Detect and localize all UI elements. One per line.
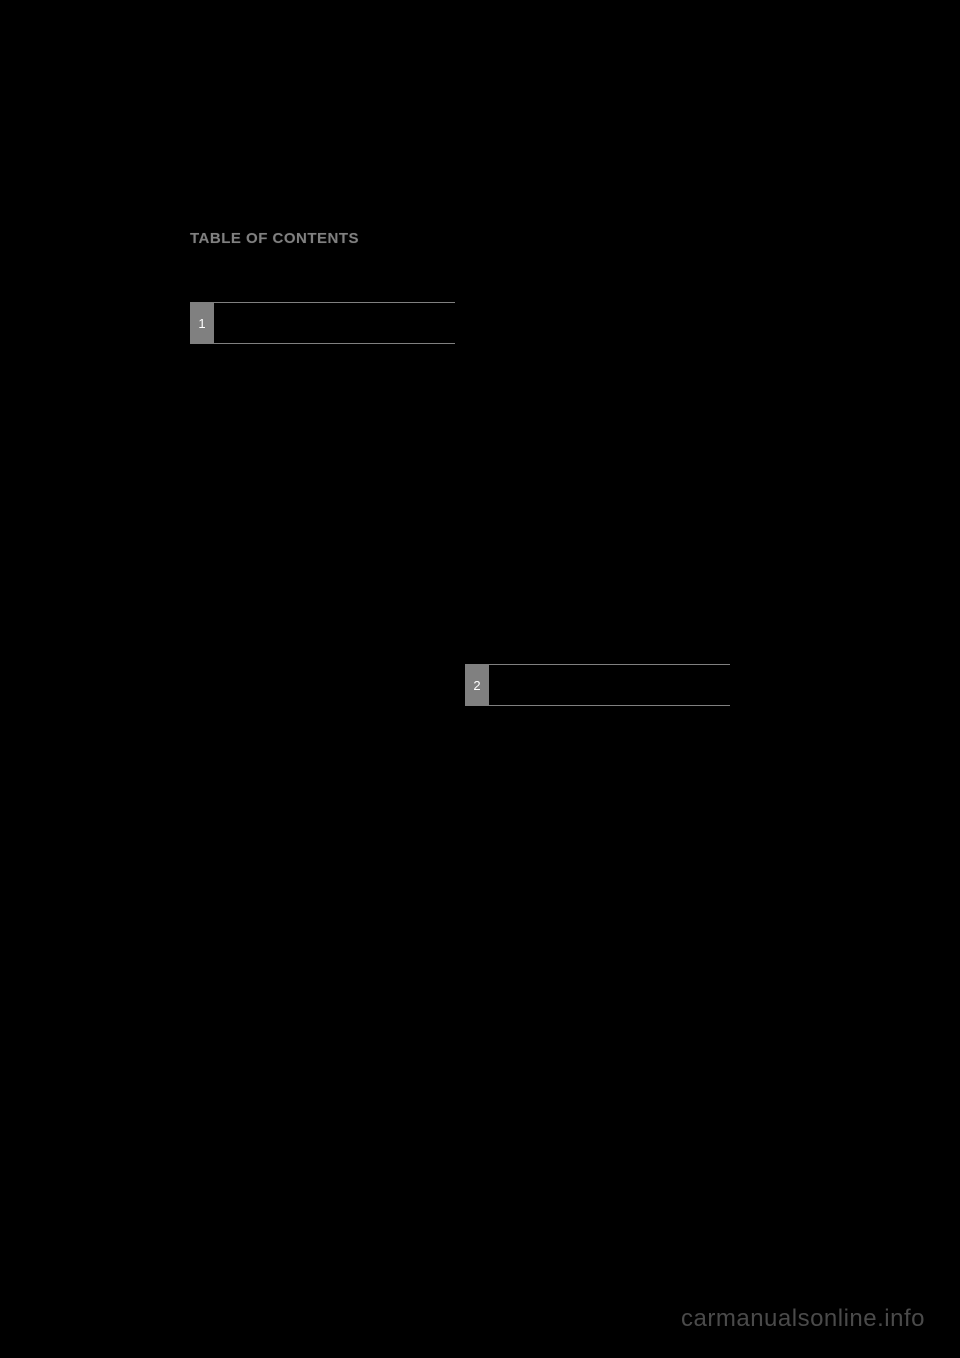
- tab-body-2: [489, 664, 730, 706]
- tab-body-1: [214, 302, 455, 344]
- page-title: TABLE OF CONTENTS: [190, 230, 770, 247]
- tab-number-1: 1: [190, 302, 214, 344]
- tab-number-2: 2: [465, 664, 489, 706]
- watermark: carmanualsonline.info: [681, 1305, 925, 1333]
- section-tab-2: 2: [465, 664, 730, 706]
- content-area: TABLE OF CONTENTS 1 2: [190, 230, 770, 726]
- section-tab-1: 1: [190, 302, 455, 344]
